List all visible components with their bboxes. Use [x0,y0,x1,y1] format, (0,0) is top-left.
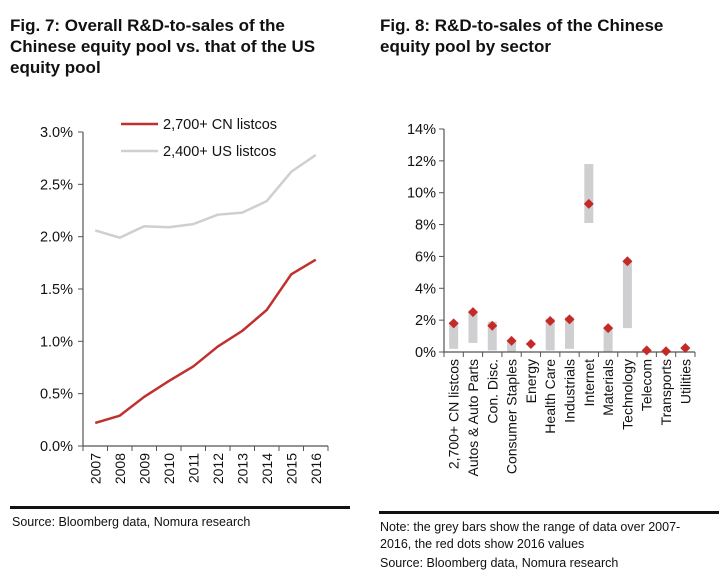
fig8-2016-dot [545,315,556,326]
fig8-2016-dot [661,346,672,357]
fig7-y-tick-label: 1.0% [40,334,73,350]
fig8-x-tick-label: Transports [658,359,674,425]
fig8-title: Fig. 8: R&D-to-sales of the Chinese equi… [380,15,719,57]
fig8-note-line: 2016, the red dots show 2016 values [380,537,585,551]
fig8-x-tick-label: Industrials [562,359,578,423]
fig7-y-tick-label: 0.5% [40,387,73,403]
fig8-y-tick-label: 6% [415,249,436,265]
fig8-x-tick-label: Technology [619,359,635,430]
fig7-y-tick-label: 2.5% [40,177,73,193]
fig8-2016-dot [487,320,498,331]
fig8-2016-dot [564,314,575,325]
fig8-2016-dot [506,335,517,346]
fig8-source: Source: Bloomberg data, Nomura research [380,556,619,570]
fig8-y-tick-label: 10% [407,186,436,202]
fig8-range-bar [545,318,555,351]
fig8-2016-dot [467,307,478,318]
fig8-2016-dot [448,318,459,329]
fig7-y-tick-label: 1.5% [40,282,73,298]
fig7-legend-label: 2,400+ US listcos [163,144,276,160]
fig8-2016-dot [622,256,633,267]
fig7-x-tick-label: 2014 [259,453,275,484]
fig7-x-tick-label: 2016 [308,453,324,484]
fig7-title-line: Fig. 7: Overall R&D-to-sales of the [10,16,285,35]
fig8-y-tick-label: 2% [415,313,436,329]
fig8-y-tick-label: 8% [415,218,436,234]
fig7-legend-label: 2,700+ CN listcos [163,117,277,133]
fig8-x-tick-label: Con. Disc. [484,359,500,424]
fig8-x-tick-label: Utilities [677,359,693,404]
fig7-series-line [94,258,317,425]
fig8-title-line: equity pool by sector [380,37,551,56]
fig7-x-tick-label: 2010 [161,453,177,484]
fig7-source: Source: Bloomberg data, Nomura research [12,515,251,529]
fig8-x-tick-label: Health Care [542,359,558,434]
fig8-x-tick-label: Consumer Staples [504,359,520,474]
fig7-series-line [94,153,317,239]
fig8-y-tick-label: 12% [407,154,436,170]
fig7-title-line: equity pool [10,58,101,77]
fig7-title-line: Chinese equity pool vs. that of the US [10,37,316,56]
fig7-title: Fig. 7: Overall R&D-to-sales of the Chin… [10,15,360,78]
fig8-range-bar [507,340,517,352]
fig7-y-tick-label: 2.0% [40,230,73,246]
fig7-divider [10,506,350,509]
fig8-y-tick-label: 14% [407,122,436,138]
fig8-note-line: Note: the grey bars show the range of da… [380,520,681,534]
fig7-x-tick-label: 2015 [283,453,299,484]
fig8-divider [379,511,719,514]
fig7-x-tick-label: 2013 [234,453,250,484]
fig8-title-line: Fig. 8: R&D-to-sales of the Chinese [380,16,664,35]
fig7-x-tick-label: 2008 [112,453,128,484]
fig8-range-bar [487,321,497,351]
fig8-note: Note: the grey bars show the range of da… [380,519,680,553]
fig8-range-bar [622,261,632,329]
fig8-2016-dot [603,323,614,334]
fig8-2016-dot [525,339,536,350]
fig8-y-tick-label: 0% [415,345,436,361]
fig7-x-tick-label: 2007 [87,453,103,484]
fig8-range-bar [468,310,478,343]
fig8-range-bar [584,164,594,223]
fig8-x-tick-label: Materials [600,359,616,416]
fig8-range-bar [603,326,613,352]
fig8-2016-dot [680,343,691,354]
fig8-x-tick-label: 2,700+ CN listcos [446,359,462,469]
fig7-x-tick-label: 2012 [210,453,226,484]
fig7-y-tick-label: 3.0% [40,125,73,141]
fig8-x-tick-label: Internet [581,359,597,407]
fig7-x-tick-label: 2009 [136,453,152,484]
fig8-x-tick-label: Autos & Auto Parts [465,359,481,477]
fig8-range-bar [449,321,459,349]
fig8-x-tick-label: Energy [523,359,539,403]
fig7-x-tick-label: 2011 [185,453,201,483]
fig8-y-tick-label: 4% [415,281,436,297]
fig8-x-tick-label: Telecom [639,359,655,411]
fig8-range-bar [565,316,574,349]
fig8-2016-dot [583,198,594,209]
fig7-y-tick-label: 0.0% [40,439,73,455]
fig8-2016-dot [641,345,652,356]
